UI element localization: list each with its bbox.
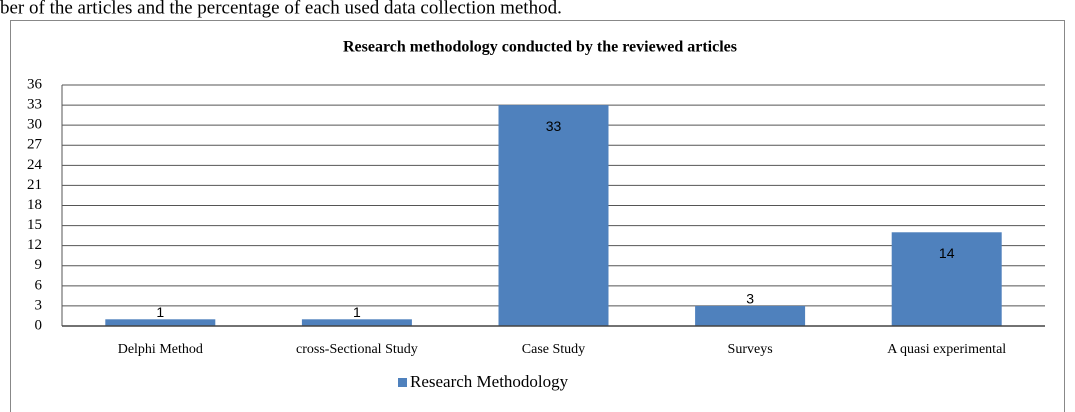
bar	[891, 232, 1002, 326]
data-label: 14	[939, 245, 955, 261]
y-tick-label: 36	[27, 76, 43, 92]
data-label: 3	[746, 291, 754, 307]
y-tick-label: 18	[27, 197, 42, 213]
x-tick-label: Surveys	[728, 342, 773, 357]
caption: ber of the articles and the percentage o…	[0, 0, 562, 18]
x-tick-label: Delphi Method	[118, 342, 203, 357]
y-tick-label: 6	[35, 277, 43, 293]
x-tick-label: cross-Sectional Study	[296, 342, 418, 357]
data-label: 33	[546, 118, 562, 134]
y-tick-label: 9	[35, 257, 43, 273]
legend-swatch	[398, 378, 407, 387]
data-label: 1	[156, 304, 164, 320]
data-label: 1	[353, 304, 361, 320]
bar	[105, 319, 216, 326]
bar	[301, 319, 412, 326]
bar	[498, 105, 609, 326]
chart-title: Research methodology conducted by the re…	[343, 39, 737, 56]
x-tick-label: Case Study	[522, 342, 585, 357]
y-tick-label: 15	[27, 217, 42, 233]
y-tick-label: 24	[27, 157, 43, 173]
legend-label: Research Methodology	[410, 372, 569, 391]
y-tick-label: 30	[27, 117, 42, 133]
y-tick-label: 3	[35, 297, 43, 313]
x-tick-label: A quasi experimental	[887, 342, 1006, 357]
bar	[695, 305, 806, 326]
y-tick-label: 12	[27, 237, 42, 253]
y-tick-label: 0	[35, 317, 43, 333]
y-tick-label: 21	[27, 177, 42, 193]
y-tick-label: 27	[27, 137, 43, 153]
y-tick-label: 33	[27, 97, 42, 113]
